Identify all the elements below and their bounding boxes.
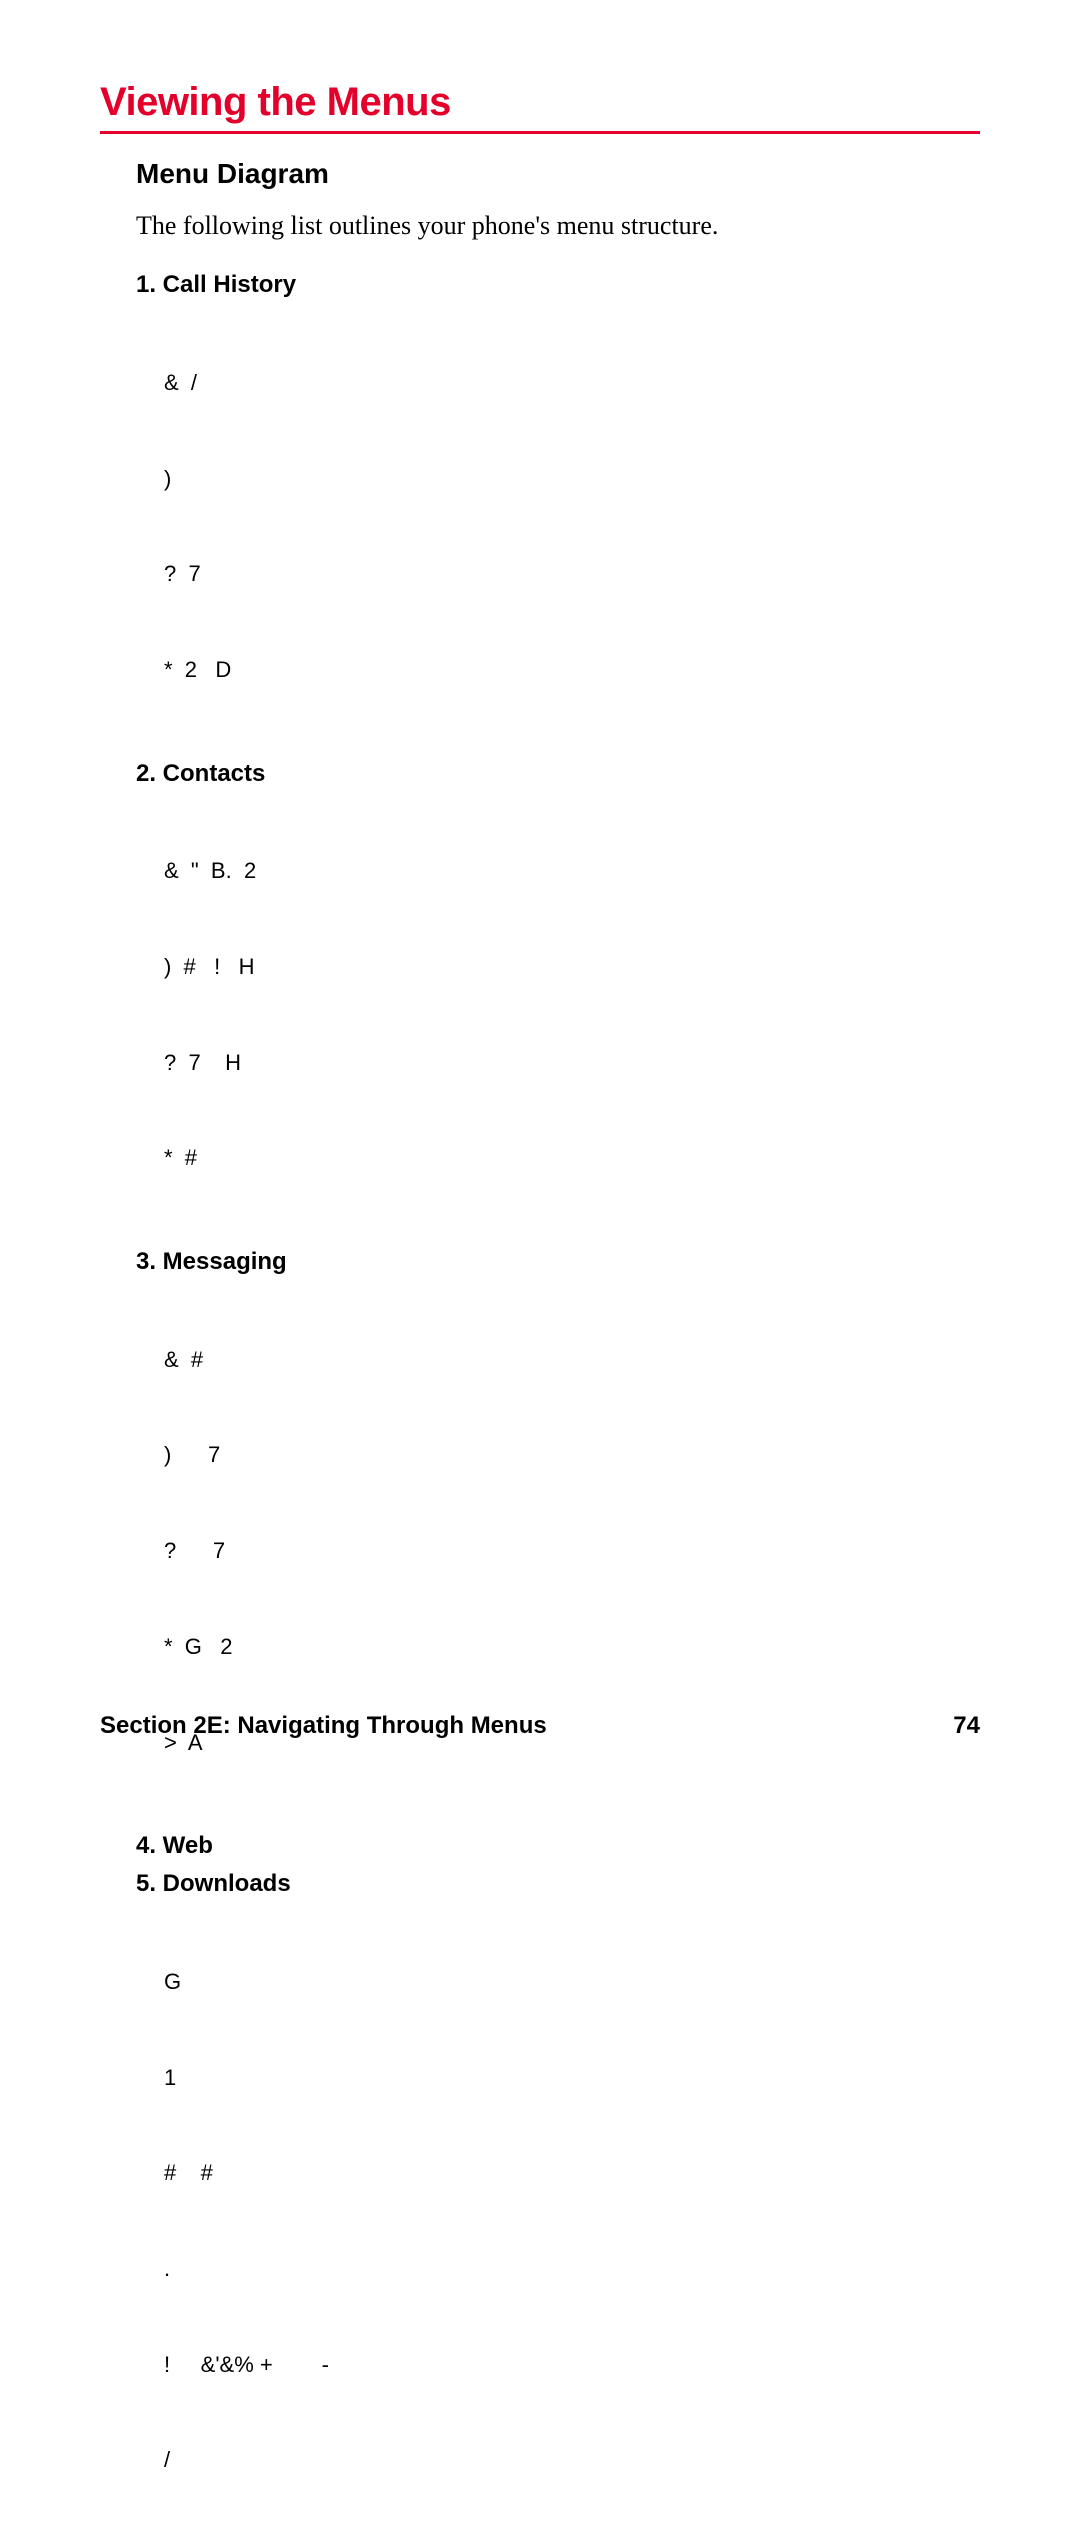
menu-item: ? 7: [164, 558, 980, 590]
menu-items: G 1 # # . ! &'&% + - /: [164, 1902, 980, 2540]
menu-list: 1. Call History & / ) ? 7 * 2 D 2. Conta…: [136, 271, 980, 2540]
menu-item: G: [164, 1966, 980, 1998]
menu-items: & " B. 2 ) # ! H ? 7 H * #: [164, 792, 980, 1238]
menu-group: 2. Contacts & " B. 2 ) # ! H ? 7 H * #: [136, 760, 980, 1238]
menu-item: & " B. 2: [164, 855, 980, 887]
menu-header: 5. Downloads: [136, 1870, 980, 1898]
footer-section: Section 2E: Navigating Through Menus: [100, 1712, 547, 1740]
menu-header: 3. Messaging: [136, 1248, 980, 1276]
menu-header: 2. Contacts: [136, 760, 980, 788]
menu-group: 5. Downloads G 1 # # . ! &'&% + - /: [136, 1870, 980, 2540]
menu-item: * G 2: [164, 1631, 980, 1663]
menu-items: & / ) ? 7 * 2 D: [164, 303, 980, 749]
menu-item: # #: [164, 2157, 980, 2189]
document-page: Viewing the Menus Menu Diagram The follo…: [0, 0, 1080, 1800]
menu-item: ! &'&% + -: [164, 2349, 980, 2381]
menu-group: 4. Web: [136, 1832, 980, 1860]
menu-items: & # ) 7 ? 7 * G 2 > A: [164, 1280, 980, 1822]
menu-item: & /: [164, 367, 980, 399]
menu-item: & #: [164, 1344, 980, 1376]
title-rule: [100, 131, 980, 134]
page-footer: Section 2E: Navigating Through Menus 74: [100, 1712, 980, 1740]
footer-page-number: 74: [953, 1712, 980, 1740]
intro-text: The following list outlines your phone's…: [136, 208, 980, 243]
menu-item: * #: [164, 1142, 980, 1174]
menu-item: ) 7: [164, 1439, 980, 1471]
menu-item: ) # ! H: [164, 951, 980, 983]
menu-item: * 2 D: [164, 654, 980, 686]
menu-header: 4. Web: [136, 1832, 980, 1860]
menu-group: 1. Call History & / ) ? 7 * 2 D: [136, 271, 980, 749]
menu-item: .: [164, 2253, 980, 2285]
menu-item: /: [164, 2444, 980, 2476]
menu-item: ): [164, 463, 980, 495]
menu-item: 1: [164, 2062, 980, 2094]
page-title: Viewing the Menus: [100, 80, 980, 125]
menu-item: ? 7 H: [164, 1047, 980, 1079]
menu-header: 1. Call History: [136, 271, 980, 299]
section-subtitle: Menu Diagram: [136, 158, 980, 190]
menu-item: ? 7: [164, 1535, 980, 1567]
